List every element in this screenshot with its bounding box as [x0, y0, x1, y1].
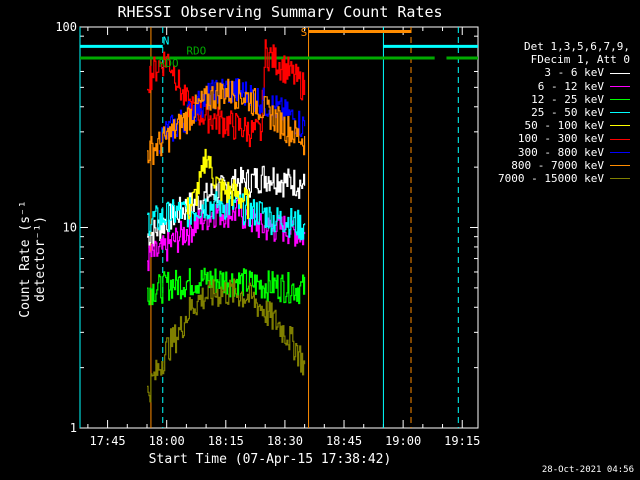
legend-entry: 25 - 50 keV: [480, 106, 630, 119]
series-line: [147, 278, 306, 403]
legend-entry-label: 100 - 300 keV: [517, 132, 604, 146]
x-tick-label: 19:00: [385, 434, 421, 448]
legend-entry: 3 - 6 keV: [480, 66, 630, 79]
legend-entry: 100 - 300 keV: [480, 132, 630, 145]
legend-swatch: [610, 72, 630, 74]
legend-entry-label: 25 - 50 keV: [531, 106, 604, 120]
legend-swatch: [610, 151, 630, 153]
legend-entry-label: 6 - 12 keV: [537, 79, 604, 93]
legend-swatch: [610, 178, 630, 180]
legend: Det 1,3,5,6,7,9, FDecim 1, Att 0 3 - 6 k…: [480, 40, 630, 185]
x-tick-label: 18:30: [267, 434, 303, 448]
legend-entry: 12 - 25 keV: [480, 93, 630, 106]
legend-entry: 50 - 100 keV: [480, 119, 630, 132]
x-tick-label: 18:00: [149, 434, 185, 448]
y-axis-label: Count Rate (s⁻¹ detector⁻¹): [18, 200, 48, 318]
legend-entry-label: 50 - 100 keV: [524, 119, 604, 133]
annotation-label: S: [301, 26, 308, 39]
x-axis-label: Start Time (07-Apr-15 17:38:42): [148, 452, 392, 467]
legend-entry-label: 12 - 25 keV: [531, 92, 604, 106]
annotation-label: RDO: [186, 44, 206, 57]
series-line: [147, 78, 306, 165]
series-line: [147, 165, 306, 249]
x-tick-label: 17:45: [90, 434, 126, 448]
x-tick-label: 19:15: [444, 434, 480, 448]
series-line: [147, 267, 306, 306]
plot-frame: [79, 26, 479, 429]
legend-swatch: [610, 85, 630, 87]
series-line: [186, 148, 250, 220]
legend-entry-label: 800 - 7000 keV: [511, 158, 604, 172]
legend-entry-label: 3 - 6 keV: [544, 66, 604, 80]
x-tick-label: 18:45: [326, 434, 362, 448]
legend-swatch: [610, 138, 630, 140]
series-line: [147, 191, 306, 241]
y-tick-label: 1: [70, 421, 77, 435]
legend-entry: 800 - 7000 keV: [480, 159, 630, 172]
legend-header-1: Det 1,3,5,6,7,9,: [524, 40, 630, 53]
timestamp: 28-Oct-2021 04:56: [541, 465, 634, 475]
series-line: [147, 198, 306, 272]
legend-entry: 300 - 800 keV: [480, 146, 630, 159]
x-tick-label: 18:15: [208, 434, 244, 448]
annotation-label: N: [163, 34, 170, 47]
legend-entry: 7000 - 15000 keV: [480, 172, 630, 185]
legend-header-2: FDecim 1, Att 0: [530, 53, 630, 67]
legend-entry-label: 7000 - 15000 keV: [498, 172, 604, 186]
legend-swatch: [610, 164, 630, 166]
annotation-label: RDO: [159, 57, 179, 70]
legend-swatch: [610, 112, 630, 114]
legend-swatch: [610, 125, 630, 127]
y-tick-label: 10: [63, 221, 77, 235]
legend-entry: 6 - 12 keV: [480, 80, 630, 93]
y-tick-label: 100: [55, 20, 77, 34]
legend-entry-label: 300 - 800 keV: [517, 145, 604, 159]
series-line: [147, 39, 306, 148]
chart-title: RHESSI Observing Summary Count Rates: [117, 3, 443, 21]
legend-swatch: [610, 98, 630, 100]
